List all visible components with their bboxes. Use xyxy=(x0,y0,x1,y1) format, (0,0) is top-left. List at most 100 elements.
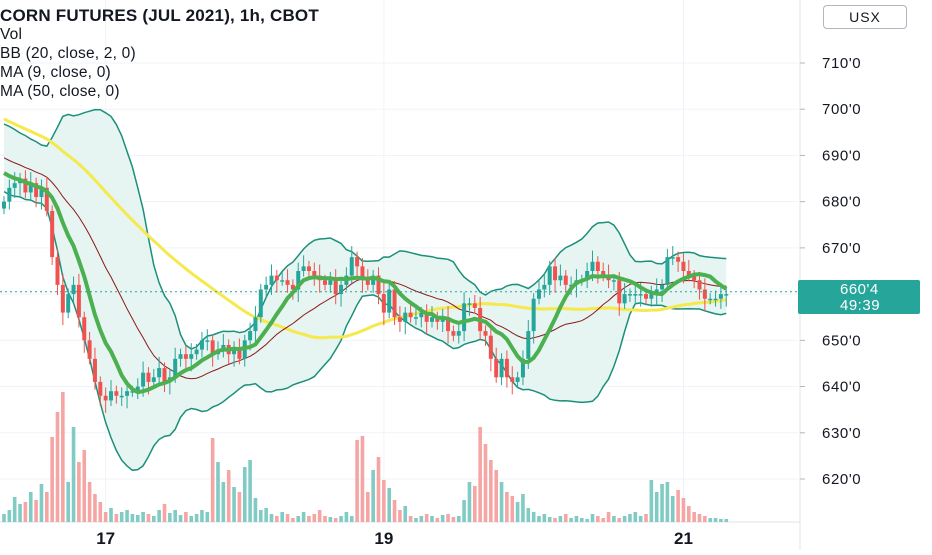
y-tick-label: 630'0 xyxy=(822,425,861,442)
x-tick-label: 21 xyxy=(674,529,693,548)
volume-bar xyxy=(500,482,504,522)
volume-bar xyxy=(222,482,226,522)
candle-body xyxy=(698,280,702,289)
volume-bar xyxy=(61,392,65,522)
volume-bar xyxy=(436,518,440,522)
volume-bar xyxy=(591,514,595,522)
candle-body xyxy=(152,377,156,382)
currency-button[interactable]: USX xyxy=(823,5,907,29)
volume-bar xyxy=(34,500,38,522)
volume-bar xyxy=(275,516,279,522)
candle-body xyxy=(467,303,471,305)
candle-body xyxy=(125,391,129,396)
candle-body xyxy=(612,280,616,282)
volume-bar xyxy=(313,514,317,522)
candle-body xyxy=(451,331,455,336)
volume-bar xyxy=(505,492,509,522)
volume-bar xyxy=(136,515,140,522)
candle-body xyxy=(714,299,718,301)
volume-bar xyxy=(473,486,477,522)
volume-bar xyxy=(468,482,472,522)
legend-volume[interactable]: Vol xyxy=(0,25,319,44)
candle-body xyxy=(414,317,418,319)
volume-bar xyxy=(238,492,242,522)
candle-body xyxy=(146,373,150,382)
candle-body xyxy=(264,285,268,290)
candle-body xyxy=(323,280,327,285)
volume-bar xyxy=(227,470,231,522)
volume-bar xyxy=(72,427,76,522)
volume-bar xyxy=(296,516,300,522)
volume-bar xyxy=(521,494,525,522)
symbol-title[interactable]: CORN FUTURES (JUL 2021), 1h, CBOT xyxy=(0,6,319,25)
volume-bar xyxy=(585,519,589,522)
candle-body xyxy=(66,294,70,312)
candle-body xyxy=(564,276,568,285)
volume-bar xyxy=(125,510,129,522)
volume-bar xyxy=(216,462,220,522)
candle-body xyxy=(114,391,118,396)
legend-bollinger-bands[interactable]: BB (20, close, 2, 0) xyxy=(0,44,319,63)
volume-bar xyxy=(232,487,236,522)
y-tick-label: 690'0 xyxy=(822,147,861,164)
volume-bar xyxy=(564,514,568,522)
volume-bar xyxy=(88,482,92,522)
chart-legend: CORN FUTURES (JUL 2021), 1h, CBOT Vol BB… xyxy=(0,6,319,101)
volume-bar xyxy=(361,436,365,522)
candle-body xyxy=(639,294,643,296)
candle-body xyxy=(72,285,76,294)
candle-body xyxy=(681,262,685,271)
volume-bar xyxy=(82,450,86,522)
candle-body xyxy=(628,294,632,296)
volume-bar xyxy=(484,444,488,522)
candle-body xyxy=(526,331,530,359)
volume-bar xyxy=(350,516,354,522)
volume-bar xyxy=(179,515,183,522)
volume-bar xyxy=(168,513,172,522)
candle-body xyxy=(660,285,664,290)
volume-bar xyxy=(115,514,119,522)
volume-bar xyxy=(147,514,151,522)
volume-bar xyxy=(692,512,696,522)
volume-bar xyxy=(666,482,670,522)
volume-bar xyxy=(339,516,343,522)
candle-body xyxy=(633,294,637,296)
candle-body xyxy=(77,285,81,317)
legend-ma-50[interactable]: MA (50, close, 0) xyxy=(0,82,319,101)
volume-bar xyxy=(152,516,156,522)
candle-body xyxy=(366,280,370,285)
candle-body xyxy=(270,276,274,285)
volume-bar xyxy=(682,498,686,522)
volume-bar xyxy=(414,518,418,522)
volume-bar xyxy=(131,514,135,522)
volume-bar xyxy=(462,500,466,522)
candle-body xyxy=(484,331,488,336)
volume-bar xyxy=(280,512,284,522)
volume-bar xyxy=(13,497,17,522)
candle-body xyxy=(382,294,386,312)
candle-body xyxy=(355,257,359,266)
candle-body xyxy=(462,303,466,331)
volume-bar xyxy=(141,512,145,522)
candle-body xyxy=(82,317,86,340)
candle-body xyxy=(286,280,290,285)
legend-ma-9[interactable]: MA (9, close, 0) xyxy=(0,63,319,82)
volume-bar xyxy=(318,510,322,522)
y-tick-label: 620'0 xyxy=(822,471,861,488)
volume-bar xyxy=(543,514,547,522)
volume-bar xyxy=(601,518,605,522)
candle-body xyxy=(163,368,167,382)
candle-body xyxy=(665,257,669,285)
volume-bar xyxy=(617,518,621,522)
volume-bar xyxy=(291,518,295,522)
volume-bar xyxy=(45,492,49,522)
volume-bar xyxy=(120,512,124,522)
volume-bar xyxy=(532,512,536,522)
volume-bar xyxy=(478,427,482,522)
volume-bar xyxy=(714,518,718,522)
candle-body xyxy=(312,271,316,276)
volume-bar xyxy=(50,437,54,522)
volume-bar xyxy=(24,502,28,522)
y-tick-label: 680'0 xyxy=(822,194,861,211)
volume-bar xyxy=(516,502,520,522)
